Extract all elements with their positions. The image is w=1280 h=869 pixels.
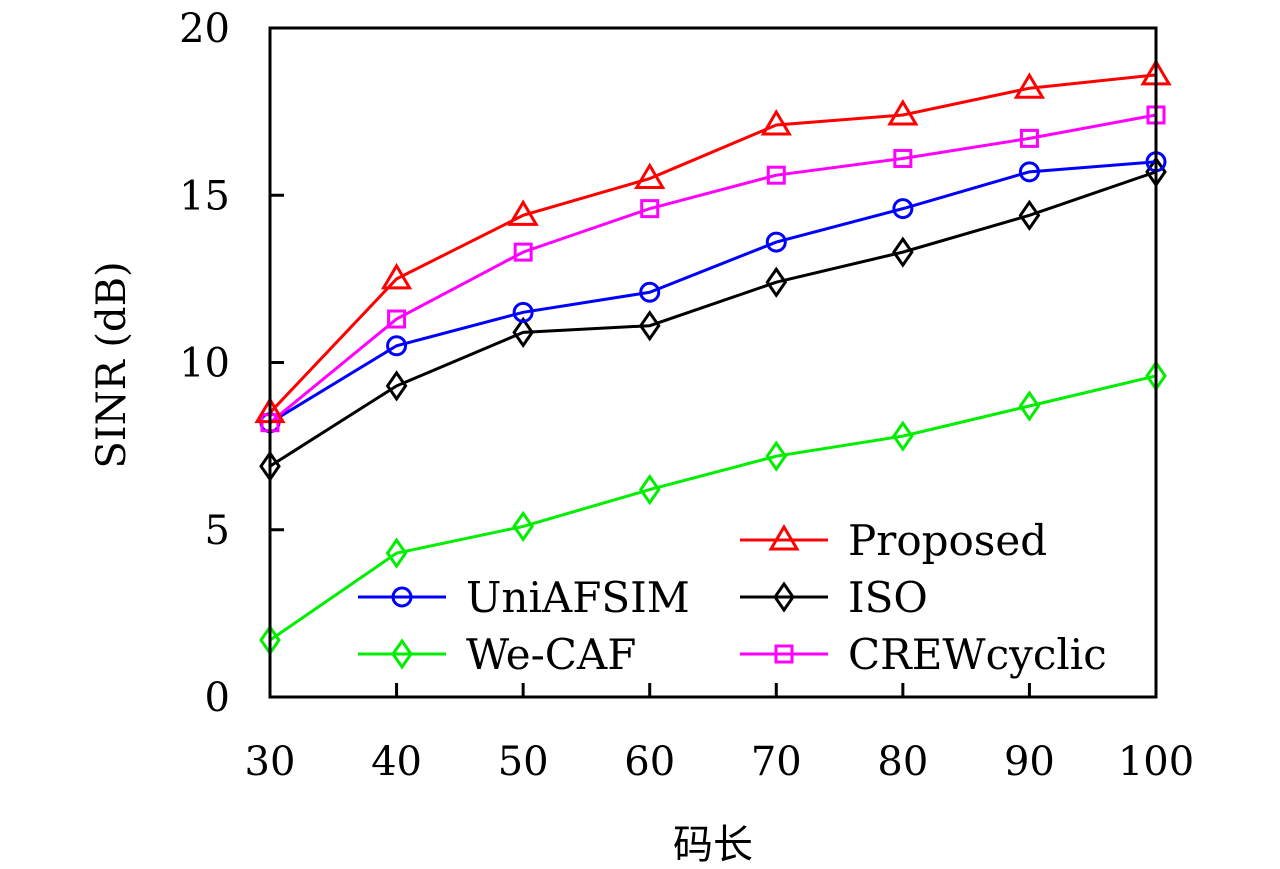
x-tick-label: 60 (624, 739, 675, 785)
data-point-crewcyclic (640, 199, 660, 219)
data-point-iso (638, 310, 661, 342)
legend-label: We-CAF (466, 630, 636, 679)
data-point-uniafsim (1018, 161, 1040, 183)
series-line-proposed (268, 73, 1157, 414)
data-point-uniafsim (512, 301, 534, 323)
data-point-we-caf (638, 473, 661, 506)
x-axis-title: 码长 (673, 822, 753, 868)
data-point-uniafsim (892, 198, 914, 220)
series-layer (254, 58, 1172, 656)
data-point-iso (512, 316, 534, 349)
legend-marker-we-caf (391, 638, 413, 670)
data-point-proposed (760, 109, 792, 136)
data-point-iso (1018, 199, 1041, 231)
data-point-crewcyclic (513, 242, 533, 262)
x-tick-label: 70 (751, 739, 802, 785)
data-point-uniafsim (765, 231, 787, 253)
data-point-crewcyclic (766, 165, 786, 185)
legend-marker-proposed (768, 524, 800, 551)
legend-label: CREWcyclic (848, 630, 1107, 679)
data-point-crewcyclic (1019, 128, 1039, 148)
data-point-proposed (380, 262, 413, 290)
x-tick-label: 80 (877, 739, 928, 785)
data-point-uniafsim (386, 335, 408, 357)
x-tick-label: 100 (1118, 739, 1194, 785)
data-point-we-caf (1018, 390, 1041, 422)
data-point-iso (892, 236, 914, 268)
x-tick-label: 90 (1004, 739, 1055, 785)
legend-entry-proposed: Proposed (740, 516, 1047, 565)
data-point-proposed (507, 199, 539, 226)
series-line-iso (269, 170, 1157, 468)
y-tick-label: 5 (205, 508, 230, 554)
data-point-uniafsim (639, 281, 661, 303)
legend-entry-iso: ISO (740, 573, 928, 622)
data-point-we-caf (892, 420, 914, 452)
legend-entry-we-caf: We-CAF (358, 630, 636, 679)
series-line-we-caf (269, 374, 1157, 642)
legend-marker-crewcyclic (774, 644, 794, 664)
legend-entry-crewcyclic: CREWcyclic (740, 630, 1107, 679)
series-we-caf (259, 360, 1167, 656)
y-axis-title: SINR (dB) (89, 261, 135, 468)
data-point-proposed (1013, 72, 1046, 99)
data-point-we-caf (765, 440, 788, 472)
legend-marker-uniafsim (391, 586, 413, 608)
data-point-we-caf (512, 510, 534, 543)
y-tick-label: 10 (179, 341, 230, 387)
legend-label: Proposed (848, 516, 1047, 565)
legend-label: ISO (848, 573, 928, 622)
x-tick-label: 50 (498, 739, 549, 785)
data-point-proposed (887, 99, 919, 126)
y-tick-label: 15 (179, 173, 230, 219)
x-tick-label: 30 (245, 739, 296, 785)
ticks-layer: 30 40 50 60 70 80 90 100 0 5 10 15 20 (179, 6, 1194, 785)
data-point-we-caf (385, 537, 408, 569)
series-uniafsim (259, 151, 1167, 434)
data-point-iso (765, 266, 788, 298)
series-line-uniafsim (269, 160, 1157, 424)
series-proposed (254, 58, 1172, 424)
series-line-crewcyclic (269, 113, 1157, 424)
legend-label: UniAFSIM (466, 573, 690, 622)
data-point-crewcyclic (893, 148, 913, 168)
data-point-iso (385, 370, 408, 402)
legend-marker-iso (773, 581, 795, 613)
y-tick-label: 0 (205, 675, 230, 721)
data-point-proposed (634, 162, 666, 190)
legend-entry-uniafsim: UniAFSIM (358, 573, 690, 622)
x-tick-label: 40 (371, 739, 422, 785)
legend: Proposed UniAFSIM ISO We-CAF CREWcyclic (358, 516, 1107, 679)
y-tick-label: 20 (179, 6, 230, 52)
data-point-crewcyclic (387, 309, 407, 329)
